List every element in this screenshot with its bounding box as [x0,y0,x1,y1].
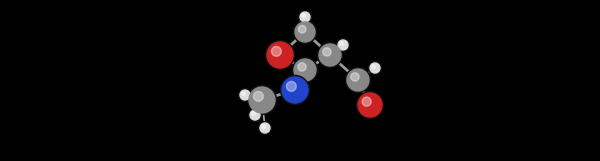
Circle shape [253,91,263,101]
Circle shape [362,97,371,106]
Circle shape [317,43,343,67]
Circle shape [248,109,262,122]
Circle shape [337,38,349,52]
Circle shape [250,110,260,120]
Circle shape [351,73,359,81]
Circle shape [240,90,250,100]
Circle shape [281,76,310,104]
Circle shape [298,25,306,33]
Circle shape [259,122,271,134]
Circle shape [300,12,310,22]
Circle shape [293,57,317,82]
Circle shape [323,48,331,56]
Circle shape [239,89,251,101]
Circle shape [265,41,295,70]
Circle shape [338,40,348,50]
Circle shape [249,87,275,113]
Circle shape [262,125,265,128]
Circle shape [319,44,341,66]
Circle shape [302,14,305,18]
Circle shape [368,62,382,75]
Circle shape [340,42,343,46]
Circle shape [252,112,256,115]
Circle shape [346,67,371,93]
Circle shape [372,65,376,68]
Circle shape [286,81,296,91]
Circle shape [271,46,281,56]
Circle shape [298,63,306,71]
Circle shape [242,92,245,95]
Circle shape [294,59,316,81]
Circle shape [295,22,315,42]
Circle shape [299,10,311,24]
Circle shape [267,42,293,68]
Circle shape [248,85,277,114]
Circle shape [358,93,382,117]
Circle shape [356,91,383,118]
Circle shape [282,77,308,103]
Circle shape [370,63,380,73]
Circle shape [293,20,317,43]
Circle shape [260,123,270,133]
Circle shape [347,69,369,91]
